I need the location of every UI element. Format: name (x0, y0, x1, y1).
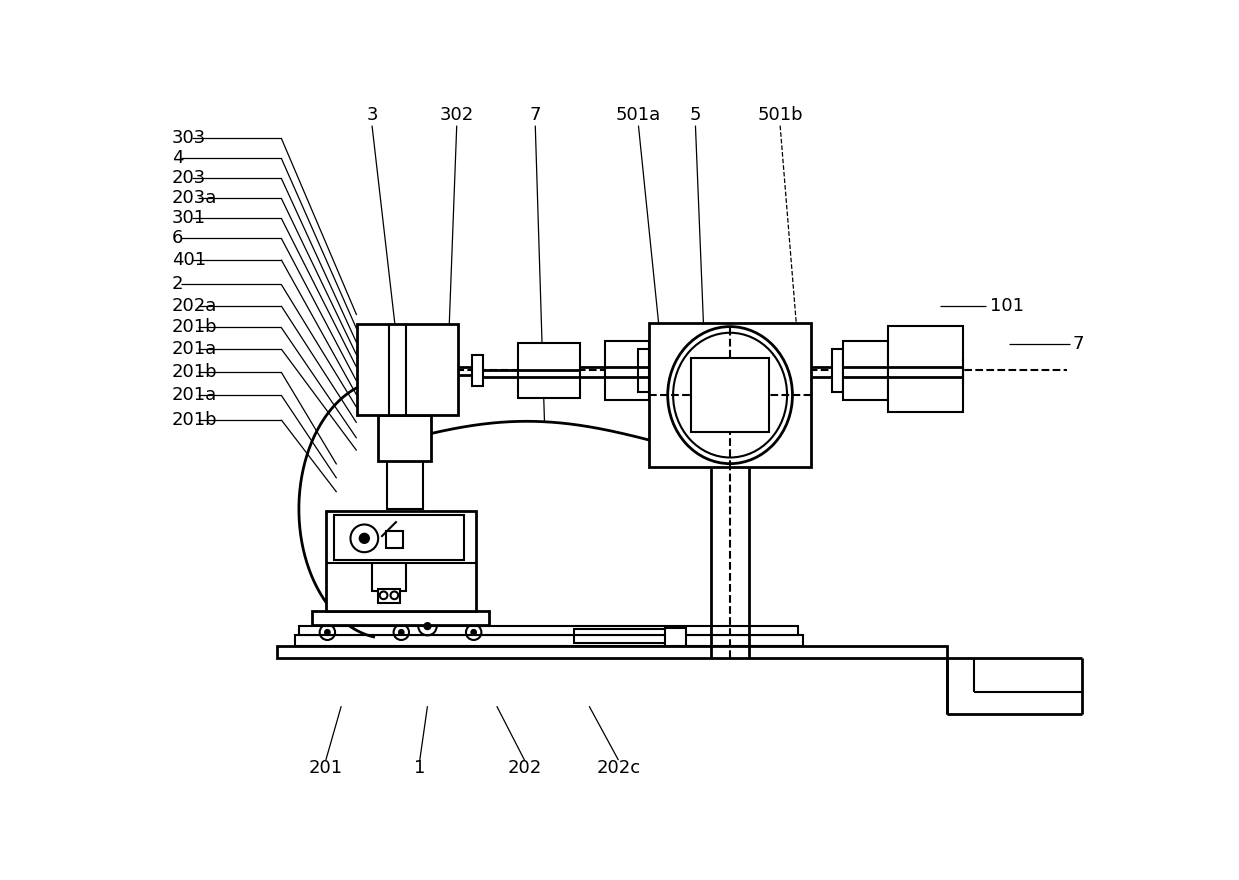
Circle shape (471, 630, 476, 634)
Text: 201a: 201a (172, 386, 217, 404)
Text: 202c: 202c (596, 759, 641, 777)
Bar (378, 415, 431, 461)
Text: 201b: 201b (172, 363, 218, 381)
Bar (574, 635, 667, 643)
Text: 202a: 202a (172, 297, 217, 315)
Bar (357, 325, 458, 415)
Bar (326, 510, 476, 611)
Text: 3: 3 (367, 106, 378, 124)
Text: 7: 7 (1073, 335, 1084, 353)
Bar (372, 563, 406, 590)
Text: 5: 5 (690, 106, 701, 124)
Text: 201a: 201a (172, 340, 217, 358)
Bar (691, 358, 769, 432)
Bar (888, 326, 964, 412)
Circle shape (399, 630, 404, 634)
Text: 302: 302 (440, 106, 473, 124)
Text: 4: 4 (172, 149, 183, 167)
Circle shape (359, 533, 369, 543)
Bar (574, 629, 667, 635)
Bar (605, 341, 649, 400)
Text: 7: 7 (529, 106, 541, 124)
Bar (664, 627, 686, 646)
Text: 201b: 201b (172, 319, 218, 336)
Text: 201: 201 (309, 759, 343, 777)
Bar (295, 635, 803, 646)
Text: 501a: 501a (616, 106, 662, 124)
Text: 401: 401 (172, 251, 206, 268)
Ellipse shape (673, 333, 787, 458)
Text: 101: 101 (990, 297, 1023, 315)
Text: 303: 303 (172, 129, 206, 147)
Bar (649, 323, 812, 467)
Ellipse shape (668, 326, 793, 464)
Bar (638, 348, 649, 392)
Text: 203: 203 (172, 169, 206, 187)
Bar (333, 515, 465, 560)
Text: 202: 202 (507, 759, 541, 777)
Text: 6: 6 (172, 229, 183, 247)
Bar (518, 342, 580, 398)
Bar (299, 627, 798, 635)
Text: 501b: 501b (757, 106, 803, 124)
Bar (278, 646, 948, 658)
Bar (385, 531, 403, 547)
Bar (312, 611, 489, 625)
Text: 1: 1 (414, 759, 425, 777)
Circle shape (325, 630, 330, 634)
Bar (378, 590, 400, 603)
Text: 301: 301 (172, 209, 206, 227)
Text: 2: 2 (172, 275, 183, 293)
Bar (833, 348, 844, 392)
Bar (844, 341, 888, 400)
Bar (388, 461, 422, 509)
Circle shape (425, 623, 430, 629)
Bar (472, 355, 483, 385)
Text: 201b: 201b (172, 411, 218, 429)
Text: 203a: 203a (172, 189, 217, 207)
